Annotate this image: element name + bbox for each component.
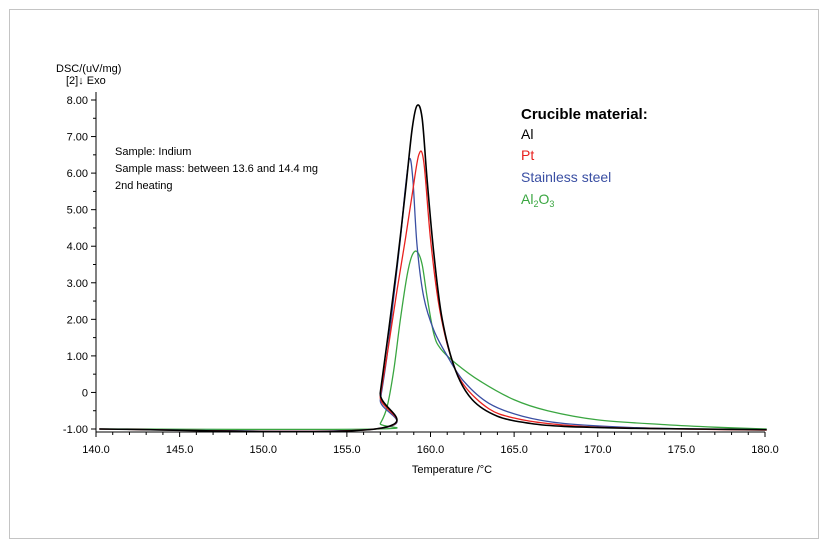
y-tick-label: 1.00 (67, 351, 88, 363)
x-tick-label: 150.0 (249, 444, 277, 456)
y-tick-label: 7.00 (67, 132, 88, 144)
y-tick-label: 0 (82, 387, 88, 399)
legend-entry-al2o3-mid: O (538, 191, 549, 207)
y-tick-label: 8.00 (67, 95, 88, 107)
y-tick-label: -1.00 (63, 424, 88, 436)
x-tick-label: 145.0 (166, 444, 194, 456)
series-line-pt (99, 150, 767, 433)
chart-frame (9, 9, 819, 539)
x-tick-label: 170.0 (584, 444, 612, 456)
legend-entry-al2o3-main: Al (521, 191, 533, 207)
axes (95, 92, 765, 433)
y-tick-label: 3.00 (67, 278, 88, 290)
x-tick-label: 175.0 (668, 444, 696, 456)
y-tick-label: 4.00 (67, 241, 88, 253)
series-line-al2o3 (99, 250, 767, 431)
y-tick-label: 5.00 (67, 205, 88, 217)
legend-title: Crucible material: (521, 106, 648, 123)
y-axis-label: DSC/(uV/mg) (56, 63, 121, 75)
series-line-stainless-steel (99, 157, 767, 432)
x-tick-label: 165.0 (500, 444, 528, 456)
ticks: 140.0 145.0 150.0 155.0 160.0 165.0 170.0 175.0… (63, 95, 779, 456)
legend-entry-al2o3: Al2O3 (521, 191, 554, 209)
x-tick-label: 140.0 (82, 444, 110, 456)
y-tick-label: 2.00 (67, 314, 88, 326)
legend-entry-al2o3-sub1: 2 (533, 199, 538, 209)
legend-entry-al: Al (521, 126, 533, 142)
sample-info-line: 2nd heating (115, 180, 173, 192)
sample-info-line: Sample: Indium (115, 146, 191, 158)
x-tick-label: 160.0 (417, 444, 445, 456)
series-line-al (99, 104, 767, 433)
x-tick-label: 180.0 (751, 444, 779, 456)
x-axis-label: Temperature /°C (412, 464, 492, 476)
legend-entry-stainless-steel: Stainless steel (521, 169, 611, 185)
sample-info: Sample: Indium Sample mass: between 13.6… (115, 146, 318, 192)
y-axis-sublabel: [2]↓ Exo (66, 75, 106, 87)
legend-entry-pt: Pt (521, 147, 534, 163)
x-tick-label: 155.0 (333, 444, 361, 456)
legend-entry-al2o3-sub2: 3 (549, 199, 554, 209)
legend: Crucible material: Al Pt Stainless steel… (521, 106, 648, 209)
y-tick-label: 6.00 (67, 168, 88, 180)
series-layer (99, 104, 767, 433)
sample-info-line: Sample mass: between 13.6 and 14.4 mg (115, 163, 318, 175)
